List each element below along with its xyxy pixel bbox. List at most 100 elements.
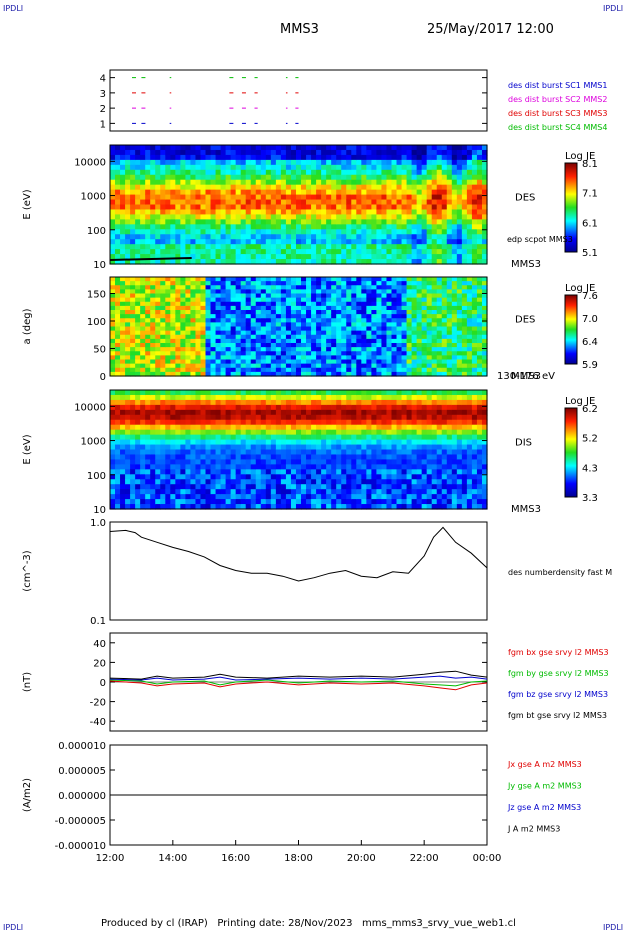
des-energy-cell — [456, 224, 463, 230]
des-energy-cell — [295, 239, 302, 245]
dis-energy-cell — [321, 464, 327, 470]
dis-energy-cell — [190, 399, 197, 406]
des-energy-cell — [381, 219, 388, 225]
des-energy-cell — [245, 259, 252, 265]
des-pitch-cell — [180, 367, 186, 373]
des-pitch-cell — [270, 334, 277, 340]
des-energy-cell — [145, 179, 151, 186]
des-pitch-cell — [466, 285, 473, 290]
des-pitch-cell — [235, 359, 242, 365]
dis-energy-cell — [275, 464, 282, 470]
des-energy-cell — [386, 239, 393, 245]
des-pitch-cell — [416, 363, 423, 369]
des-pitch-cell — [235, 310, 242, 315]
dis-energy-cell — [301, 394, 307, 401]
des-energy-cell — [155, 229, 161, 235]
dis-energy-cell — [225, 454, 232, 461]
des-energy-cell — [351, 214, 357, 220]
des-energy-cell — [431, 229, 438, 235]
dis-energy-cell — [235, 469, 242, 475]
des-energy-cell — [466, 189, 473, 196]
dis-energy-cell — [230, 454, 237, 461]
des-pitch-cell — [366, 301, 372, 307]
dis-energy-cell — [366, 454, 372, 461]
dis-energy-cell — [376, 439, 383, 446]
dis-energy-cell — [135, 489, 141, 495]
dis-energy-cell — [150, 484, 156, 490]
des-pitch-cell — [481, 359, 488, 365]
des-pitch-cell — [426, 281, 433, 286]
des-energy-cell — [301, 219, 307, 225]
des-pitch-cell — [446, 371, 453, 377]
dis-energy-cell — [356, 469, 362, 475]
des-energy-cell — [200, 184, 207, 191]
des-energy-cell — [225, 244, 232, 250]
dis-energy-cell — [371, 409, 378, 416]
des-pitch-cell — [205, 297, 212, 303]
des-pitch-cell — [150, 285, 156, 290]
des-energy-cell — [240, 159, 247, 166]
dis-energy-cell — [160, 414, 166, 421]
des-pitch-cell — [130, 338, 136, 344]
des-energy-cell — [316, 194, 322, 201]
des-energy-cell — [416, 184, 423, 191]
dis-energy-cell — [215, 424, 222, 431]
des-energy-cell — [290, 259, 297, 265]
dis-energy-cell — [240, 459, 247, 465]
des-pitch-cell — [235, 289, 242, 295]
des-pitch-cell — [235, 318, 242, 323]
dis-energy-cell — [326, 449, 332, 456]
des-energy-cell — [245, 149, 252, 156]
dis-energy-cell — [230, 494, 237, 500]
des-pitch-cell — [321, 367, 327, 373]
des-energy-cell — [386, 179, 393, 186]
des-pitch-cell — [295, 338, 302, 344]
des-pitch-cell — [481, 322, 488, 328]
dis-energy-cell — [145, 449, 151, 456]
des-energy-cell — [150, 145, 156, 151]
dis-energy-cell — [245, 434, 252, 441]
des-pitch-cell — [461, 363, 468, 369]
des-pitch-cell — [441, 289, 448, 295]
des-pitch-cell — [476, 310, 483, 315]
des-energy-cell — [250, 204, 257, 211]
dis-energy-cell — [155, 489, 161, 495]
des-pitch-cell — [306, 326, 312, 332]
dis-energy-cell — [336, 434, 342, 441]
des-pitch-cell — [260, 297, 267, 303]
des-energy-cell — [135, 219, 141, 225]
des-energy-cell — [175, 145, 181, 151]
des-pitch-cell — [431, 330, 438, 336]
des-energy-cell — [205, 179, 212, 186]
des-pitch-cell — [245, 322, 252, 328]
des-energy-cell — [150, 154, 156, 161]
des-energy-cell — [150, 184, 156, 191]
des-pitch-cell — [331, 363, 337, 369]
des-energy-cell — [341, 179, 347, 186]
des-energy-cell — [215, 184, 222, 191]
dis-energy-cell — [190, 469, 197, 475]
dis-energy-cell — [125, 499, 131, 505]
des-pitch-cell — [386, 310, 393, 315]
dis-energy-cell — [346, 479, 352, 485]
des-energy-cell — [120, 244, 126, 250]
des-pitch-cell — [476, 305, 483, 311]
des-pitch-cell — [356, 301, 362, 307]
des-pitch-cell — [150, 359, 156, 365]
des-energy-cell — [441, 229, 448, 235]
dis-energy-cell — [165, 419, 171, 426]
des-pitch-cell — [140, 363, 146, 369]
des-energy-cell — [190, 234, 197, 240]
dis-energy-cell — [245, 454, 252, 461]
des-pitch-cell — [260, 277, 267, 282]
des-pitch-cell — [260, 343, 267, 348]
des-pitch-cell — [446, 326, 453, 332]
dis-energy-cell — [135, 484, 141, 490]
des-pitch-cell — [441, 301, 448, 307]
des-pitch-cell — [446, 314, 453, 319]
dis-energy-cell — [175, 484, 181, 490]
des-pitch-cell — [356, 338, 362, 344]
dis-energy-cell — [331, 454, 337, 461]
des-pitch-cell — [155, 318, 161, 323]
des-energy-cell — [446, 194, 453, 201]
